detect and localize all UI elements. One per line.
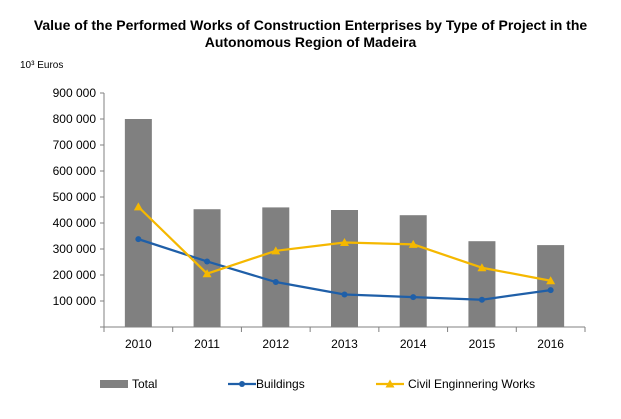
point-civil-enginnering-works xyxy=(271,246,281,255)
x-tick-label: 2013 xyxy=(331,337,358,351)
y-tick-label: 500 000 xyxy=(53,190,97,204)
chart-title-line-2: Autonomous Region of Madeira xyxy=(204,34,417,50)
point-civil-enginnering-works xyxy=(408,239,418,248)
point-civil-enginnering-works xyxy=(546,276,556,285)
chart-title: Value of the Performed Works of Construc… xyxy=(0,17,621,51)
x-tick-label: 2012 xyxy=(262,337,289,351)
point-civil-enginnering-works xyxy=(133,202,143,211)
point-civil-enginnering-works xyxy=(477,263,487,272)
x-tick-label: 2011 xyxy=(194,337,220,351)
point-civil-enginnering-works xyxy=(202,269,212,278)
point-buildings xyxy=(272,279,279,286)
y-tick-label: 900 000 xyxy=(53,86,97,100)
x-tick-label: 2014 xyxy=(400,337,427,351)
bar-total xyxy=(399,215,427,327)
point-buildings xyxy=(547,287,554,294)
legend-marker-buildings xyxy=(239,381,245,387)
bar-total xyxy=(262,207,290,327)
y-tick-label: 200 000 xyxy=(53,268,97,282)
bar-total xyxy=(331,210,358,327)
point-buildings xyxy=(478,296,485,303)
y-tick-label: 800 000 xyxy=(53,112,97,126)
bar-total xyxy=(124,119,152,327)
point-civil-enginnering-works xyxy=(340,238,349,246)
y-axis-unit-label: 10³ Euros xyxy=(20,60,64,71)
x-tick-label: 2010 xyxy=(125,337,152,351)
point-buildings xyxy=(135,236,142,243)
y-tick-label: 600 000 xyxy=(53,164,97,178)
y-tick-label: 400 000 xyxy=(53,216,97,230)
x-tick-label: 2015 xyxy=(469,337,496,351)
x-tick-label: 2016 xyxy=(537,337,564,351)
legend-marker-civil-works xyxy=(385,379,395,388)
legend-swatch-total xyxy=(100,380,128,388)
bar-total xyxy=(537,245,565,327)
bar-total xyxy=(193,209,221,327)
y-tick-label: 100 000 xyxy=(53,294,97,308)
bar-total xyxy=(468,241,496,327)
y-tick-label: 700 000 xyxy=(53,138,97,152)
point-buildings xyxy=(204,258,211,265)
point-buildings xyxy=(410,294,417,301)
chart-title-line-1: Value of the Performed Works of Construc… xyxy=(33,17,588,33)
point-buildings xyxy=(341,291,348,298)
y-tick-label: 300 000 xyxy=(53,242,97,256)
